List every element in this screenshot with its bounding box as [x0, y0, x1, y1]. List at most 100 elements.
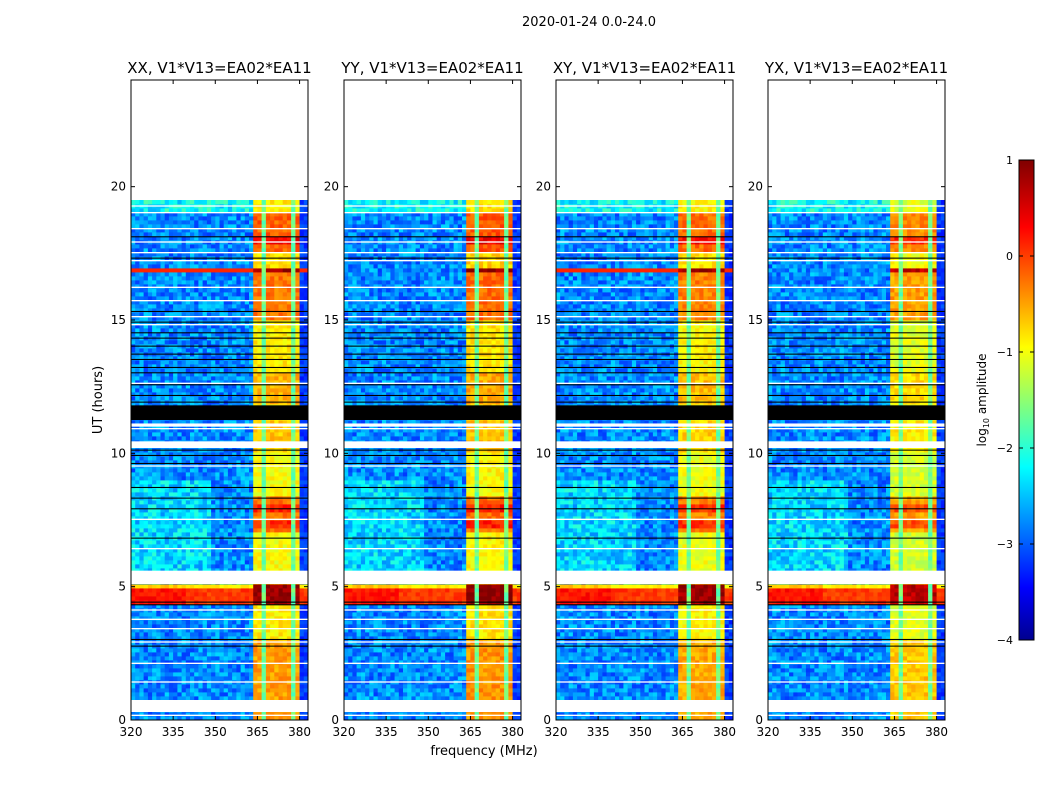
heatmap-cell [291, 420, 296, 425]
heatmap-cell [168, 596, 174, 601]
heatmap-cell [131, 388, 136, 393]
heatmap-cell [286, 656, 292, 661]
heatmap-cell [147, 396, 153, 401]
heatmap-cell [131, 468, 136, 473]
heatmap-cell [291, 684, 296, 689]
heatmap-cell [160, 312, 166, 317]
heatmap-cell [131, 456, 136, 461]
heatmap-cell [227, 340, 233, 345]
heatmap-cell [270, 624, 275, 629]
heatmap-cell [240, 328, 246, 333]
heatmap-cell [173, 596, 178, 601]
heatmap-cell [185, 584, 191, 589]
heatmap-cell [190, 492, 195, 497]
heatmap-cell [147, 324, 153, 329]
heatmap-cell [278, 612, 284, 617]
heatmap-cell [131, 300, 136, 305]
heatmap-cell [278, 624, 284, 629]
heatmap-cell [139, 540, 144, 545]
heatmap-cell [278, 376, 284, 381]
heatmap-cell [223, 480, 229, 485]
heatmap-cell [190, 540, 195, 545]
heatmap-cell [198, 604, 203, 609]
heatmap-cell [135, 560, 140, 565]
heatmap-cell [261, 688, 267, 693]
heatmap-cell [223, 340, 229, 345]
heatmap-cell [219, 544, 225, 549]
heatmap-cell [253, 564, 258, 569]
heatmap-cell [282, 308, 288, 313]
heatmap-cell [253, 476, 258, 481]
heatmap-cell [299, 264, 305, 269]
heatmap-cell [244, 356, 250, 361]
heatmap-cell [274, 604, 279, 609]
heatmap-cell [265, 340, 271, 345]
heatmap-cell [286, 532, 292, 537]
heatmap-cell [240, 596, 246, 601]
heatmap-cell [131, 436, 136, 441]
heatmap-cell [223, 372, 229, 377]
heatmap-cell [190, 284, 195, 289]
heatmap-cell [206, 508, 212, 513]
heatmap-cell [202, 340, 208, 345]
heatmap-cell [295, 592, 300, 597]
heatmap-cell [295, 688, 300, 693]
heatmap-cell [135, 268, 140, 273]
heatmap-cell [143, 288, 149, 293]
heatmap-cell [265, 312, 271, 317]
heatmap-cell [265, 396, 271, 401]
heatmap-cell [303, 436, 309, 441]
heatmap-cell [227, 628, 233, 633]
heatmap-cell [139, 668, 144, 673]
heatmap-cell [274, 364, 279, 369]
heatmap-cell [131, 564, 136, 569]
heatmap-cell [211, 312, 216, 317]
heatmap-cell [135, 484, 140, 489]
heatmap-cell [249, 620, 254, 625]
heatmap-cell [215, 512, 220, 517]
heatmap-cell [185, 692, 191, 697]
heatmap-cell [190, 452, 195, 457]
heatmap-cell [143, 636, 149, 641]
heatmap-cell [168, 348, 174, 353]
heatmap-cell [219, 484, 225, 489]
heatmap-cell [286, 524, 292, 529]
heatmap-cell [168, 552, 174, 557]
heatmap-cell [160, 716, 166, 721]
heatmap-cell [202, 264, 208, 269]
heatmap-cell [177, 548, 182, 553]
heatmap-cell [261, 568, 267, 573]
heatmap-cell [232, 692, 237, 697]
heatmap-cell [274, 532, 279, 537]
heatmap-cell [160, 520, 166, 525]
heatmap-cell [274, 324, 279, 329]
heatmap-cell [198, 308, 203, 313]
heatmap-cell [291, 652, 296, 657]
heatmap-cell [261, 532, 267, 537]
heatmap-cell [135, 668, 140, 673]
heatmap-cell [303, 328, 309, 333]
heatmap-cell [177, 636, 182, 641]
heatmap-cell [147, 364, 153, 369]
heatmap-cell [190, 480, 195, 485]
heatmap-cell [131, 544, 136, 549]
heatmap-cell [240, 512, 246, 517]
heatmap-cell [295, 396, 300, 401]
heatmap-cell [219, 624, 225, 629]
heatmap-cell [261, 392, 267, 397]
heatmap-cell [177, 332, 182, 337]
heatmap-cell [156, 260, 161, 265]
heatmap-cell [131, 500, 136, 505]
heatmap-cell [270, 660, 275, 665]
heatmap-cell [270, 500, 275, 505]
heatmap-cell [219, 348, 225, 353]
heatmap-cell [219, 500, 225, 505]
heatmap-cell [278, 560, 284, 565]
heatmap-cell [253, 544, 258, 549]
heatmap-cell [253, 468, 258, 473]
heatmap-cell [177, 276, 182, 281]
heatmap-cell [168, 668, 174, 673]
heatmap-cell [164, 244, 170, 249]
heatmap-cell [185, 376, 191, 381]
heatmap-cell [227, 272, 233, 277]
